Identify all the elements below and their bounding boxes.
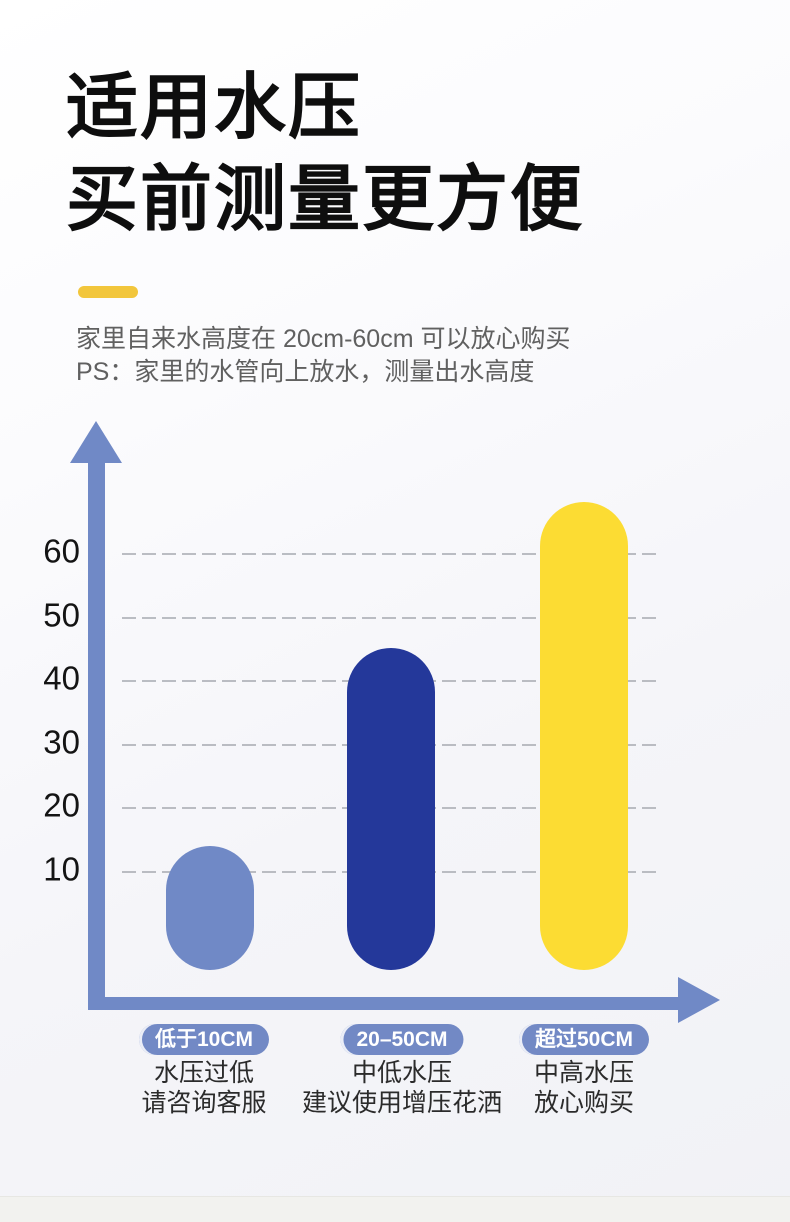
footer-strip	[0, 1196, 790, 1222]
arrow-right-icon	[678, 977, 720, 1023]
subtitle: 家里自来水高度在 20cm-60cm 可以放心购买 PS：家里的水管向上放水，测量…	[76, 323, 570, 389]
description-超过50CM: 中高水压 放心购买	[534, 1058, 634, 1118]
bar-超过50CM	[540, 502, 628, 970]
description-line-1: 中低水压	[351, 1059, 453, 1087]
y-tick-label-60: 60	[43, 532, 80, 570]
badge-超过50CM: 超过50CM	[518, 1024, 650, 1055]
title-line-2: 买前测量更方便	[66, 160, 585, 240]
gridline-50	[122, 616, 662, 619]
y-tick-label-10: 10	[43, 850, 80, 888]
y-tick-label-30: 30	[43, 723, 80, 761]
description-line-2: 请咨询客服	[141, 1089, 267, 1117]
x-axis-line	[88, 997, 680, 1010]
title-underline-accent	[78, 286, 138, 298]
bar-低于10CM	[166, 845, 254, 970]
arrow-up-icon	[70, 421, 122, 463]
description-低于10CM: 水压过低 请咨询客服	[141, 1058, 266, 1118]
page-title: 适用水压买前测量更方便	[66, 62, 584, 246]
title-line-1: 适用水压	[66, 68, 363, 148]
description-line-2: 放心购买	[533, 1089, 635, 1117]
description-line-1: 中高水压	[533, 1059, 635, 1087]
subtitle-line-2: PS：家里的水管向上放水，测量出水高度	[76, 358, 535, 386]
gridline-60	[122, 553, 662, 555]
badge-低于10CM: 低于10CM	[138, 1024, 270, 1055]
y-tick-label-40: 40	[43, 659, 80, 697]
badge-20–50CM: 20–50CM	[340, 1024, 464, 1055]
bar-20–50CM	[347, 648, 435, 970]
description-20–50CM: 中低水压 建议使用增压花洒	[302, 1058, 502, 1118]
y-tick-label-20: 20	[43, 786, 80, 824]
y-axis-line	[88, 443, 105, 1010]
subtitle-line-1: 家里自来水高度在 20cm-60cm 可以放心购买	[76, 325, 571, 353]
description-line-1: 水压过低	[153, 1059, 255, 1087]
y-tick-label-50: 50	[43, 596, 80, 634]
description-line-2: 建议使用增压花洒	[301, 1089, 503, 1117]
